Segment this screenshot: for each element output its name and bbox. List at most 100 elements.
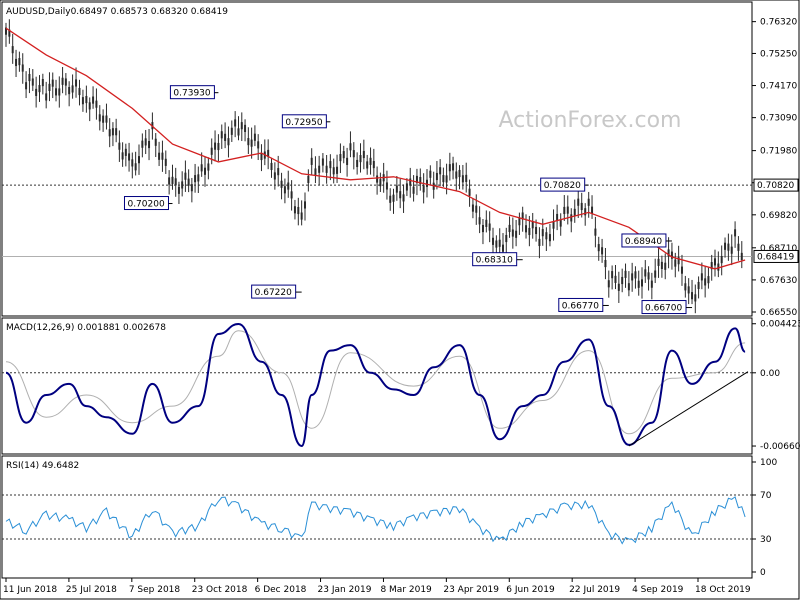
price-candle-body <box>8 29 11 37</box>
price-candle-body <box>455 171 458 179</box>
price-candle-body <box>207 163 210 171</box>
price-candle-body <box>346 157 349 165</box>
price-candle-body <box>412 186 415 194</box>
x-axis-label: 6 Dec 2018 <box>255 585 307 595</box>
price-candle-body <box>402 194 405 202</box>
price-candle-body <box>525 225 528 233</box>
price-candle-body <box>194 175 197 183</box>
price-axis-label: 0.67630 <box>760 276 797 286</box>
price-candle-body <box>58 88 61 96</box>
price-axis-label: 0.76320 <box>760 18 797 28</box>
sma-line <box>5 27 746 270</box>
price-candle-body <box>257 141 260 149</box>
price-candle-body <box>385 182 388 190</box>
price-candle-body <box>697 281 700 290</box>
price-candle-body <box>267 149 270 158</box>
price-candle-body <box>51 79 54 87</box>
price-candle-body <box>566 206 569 214</box>
price-candle-body <box>691 292 694 300</box>
price-candle-body <box>304 201 307 209</box>
price-candle-body <box>458 169 461 178</box>
price-candle-body <box>234 119 237 127</box>
rsi-panel-frame <box>1 455 753 579</box>
price-candle-body <box>452 163 455 171</box>
price-candle-body <box>339 154 342 162</box>
price-candle-body <box>128 153 131 161</box>
x-axis-label: 18 Oct 2019 <box>695 585 751 595</box>
price-candle-body <box>115 128 118 136</box>
price-candle-body <box>214 142 217 150</box>
price-candle-body <box>92 96 95 104</box>
price-candle-body <box>439 167 442 175</box>
price-candle-body <box>55 88 58 96</box>
price-candle-body <box>81 97 84 105</box>
price-annotation-label: 0.68310 <box>476 256 513 266</box>
price-candle-body <box>329 161 332 169</box>
x-axis-label: 4 Sep 2019 <box>632 585 684 595</box>
price-candle-body <box>535 226 538 235</box>
price-panel: 0.73930 0.70200 0.72950 0.67220 0.70820 0.683… <box>5 19 746 315</box>
price-candle-body <box>105 115 108 123</box>
price-candle-body <box>366 161 369 169</box>
price-candle-body <box>611 271 614 279</box>
price-candle-body <box>372 160 375 169</box>
price-candle-body <box>670 251 673 259</box>
price-candle-body <box>700 273 703 281</box>
price-candle-body <box>435 172 438 181</box>
price-candle-body <box>594 228 597 236</box>
price-candle-body <box>118 142 121 150</box>
timeframe-label: Daily <box>48 7 71 17</box>
price-candle-body <box>545 232 548 240</box>
price-candle-body <box>95 100 98 108</box>
price-annotation-label: 0.68940 <box>625 237 662 247</box>
price-axis-label: 0.71980 <box>760 147 797 157</box>
price-candle-body <box>171 176 174 184</box>
price-candle-body <box>283 186 286 194</box>
price-candle-body <box>134 163 137 171</box>
price-candle-body <box>707 276 710 284</box>
price-candle-body <box>68 87 71 95</box>
price-candle-body <box>137 156 140 164</box>
price-candle-body <box>28 73 31 82</box>
price-candle-body <box>501 244 504 252</box>
price-candle-body <box>121 152 124 160</box>
price-candle-body <box>485 219 488 227</box>
price-annotation-box <box>123 196 169 211</box>
price-candle-body <box>247 138 250 146</box>
price-candle-body <box>538 238 541 247</box>
current-price-label: 0.68419 <box>757 252 794 262</box>
price-candle-body <box>740 252 743 260</box>
price-candle-body <box>18 58 21 66</box>
price-candle-body <box>204 167 207 175</box>
ohlc-values: 0.68497 0.68573 0.68320 0.68419 <box>71 7 229 17</box>
macd-panel-frame <box>1 317 753 455</box>
rsi-line <box>5 496 746 545</box>
price-candle-body <box>717 263 720 271</box>
price-candle-body <box>342 151 345 159</box>
x-axis-label: 23 Jan 2019 <box>318 585 372 595</box>
price-candle-body <box>379 179 382 187</box>
rsi-axis-label: 70 <box>760 491 772 501</box>
price-candle-body <box>492 237 495 245</box>
price-candle-body <box>607 280 610 288</box>
price-candle-body <box>405 183 408 191</box>
macd-axis-label: 0.00 <box>760 369 780 379</box>
current-price-box <box>753 249 799 263</box>
price-candle-body <box>597 244 600 252</box>
price-candle-body <box>230 127 233 135</box>
price-candle-body <box>498 239 501 247</box>
price-candle-body <box>515 230 518 238</box>
price-candle-body <box>141 140 144 148</box>
price-candle-body <box>556 213 559 222</box>
macd-trendline <box>628 371 749 447</box>
price-candle-body <box>321 158 324 166</box>
price-candle-body <box>237 128 240 136</box>
price-candle-body <box>332 167 335 175</box>
price-candle-body <box>713 258 716 266</box>
price-candle-body <box>260 152 263 161</box>
price-candle-body <box>124 148 127 156</box>
price-candle-body <box>587 198 590 206</box>
